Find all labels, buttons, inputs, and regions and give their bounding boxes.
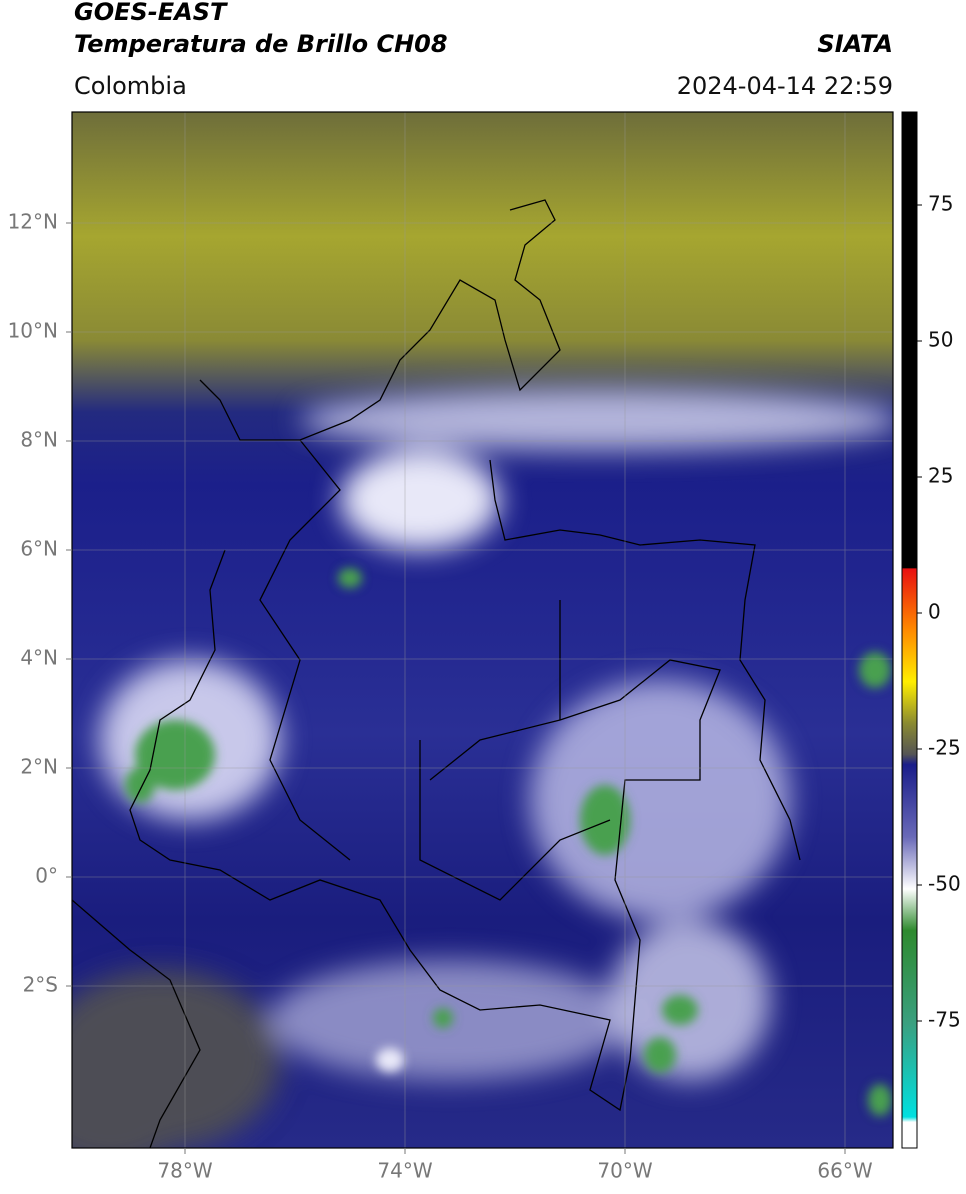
cold-cloud-tops <box>125 568 892 1116</box>
lat-label: 4°N <box>20 646 58 670</box>
colorbar-tick-label: 25 <box>928 464 953 488</box>
colorbar-tick-label: -25 <box>928 736 961 760</box>
lat-label: 0° <box>35 864 58 888</box>
satellite-image <box>72 112 893 1148</box>
datetime: 2024-04-14 22:59 <box>677 72 893 100</box>
lon-label: 70°W <box>597 1159 652 1183</box>
colorbar-tick-label: -75 <box>928 1008 961 1032</box>
region: Colombia <box>74 72 187 100</box>
cloud-fields <box>72 390 893 1148</box>
title-line-2: Temperatura de Brillo CH08 <box>74 30 448 58</box>
lon-label: 78°W <box>157 1159 212 1183</box>
colorbar-tick-label: -50 <box>928 872 961 896</box>
colorbar-tick-label: 0 <box>928 600 941 624</box>
lat-label: 2°N <box>20 755 58 779</box>
latitude-labels: 12°N 10°N 8°N 6°N 4°N 2°N 0° 2°S <box>8 210 72 997</box>
colorbar-tick-label: 50 <box>928 328 953 352</box>
title-line-1: GOES-EAST <box>74 0 228 26</box>
longitude-labels: 78°W 74°W 70°W 66°W <box>157 1148 873 1183</box>
lat-label: 6°N <box>20 537 58 561</box>
lat-label: 12°N <box>8 210 58 234</box>
lat-label: 10°N <box>8 319 58 343</box>
source: SIATA <box>817 30 893 58</box>
colorbar-ticks: 75 50 25 0 -25 -50 -75 <box>917 192 961 1032</box>
graticule <box>72 112 893 1148</box>
lat-label: 8°N <box>20 428 58 452</box>
map-frame <box>71 111 894 1149</box>
colorbar <box>901 111 918 1149</box>
lat-label: 2°S <box>23 973 58 997</box>
lon-label: 66°W <box>817 1159 872 1183</box>
lon-label: 74°W <box>377 1159 432 1183</box>
colorbar-tick-label: 75 <box>928 192 953 216</box>
